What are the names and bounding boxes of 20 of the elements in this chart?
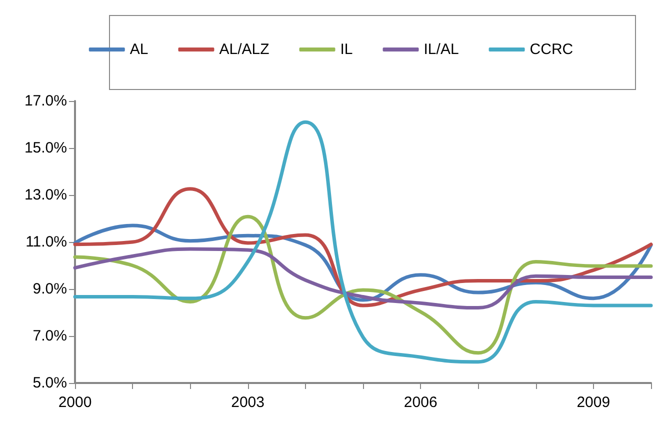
line-series — [73, 247, 653, 310]
y-tick-label: 17.0% — [24, 92, 67, 110]
y-tick-label: 5.0% — [32, 374, 67, 392]
line-series — [73, 214, 653, 355]
x-tick-label: 2009 — [576, 394, 610, 411]
legend-label: AL/ALZ — [219, 41, 270, 58]
y-tick-label: 7.0% — [32, 328, 67, 344]
y-tick-label: 11.0% — [26, 234, 67, 250]
x-tick-label: 2006 — [404, 394, 438, 411]
legend-label: IL/AL — [424, 41, 459, 58]
y-tick-label: 13.0% — [24, 186, 67, 204]
legend-label: IL — [340, 41, 353, 58]
y-tick-label: 9.0% — [32, 280, 67, 298]
line-series — [73, 120, 653, 364]
legend-label: AL — [130, 41, 148, 58]
legend-label: CCRC — [530, 41, 574, 58]
y-tick-label: 15.0% — [24, 140, 67, 156]
x-tick-label: 2000 — [58, 394, 92, 411]
line-series — [73, 187, 653, 308]
x-tick-label: 2003 — [231, 394, 264, 411]
